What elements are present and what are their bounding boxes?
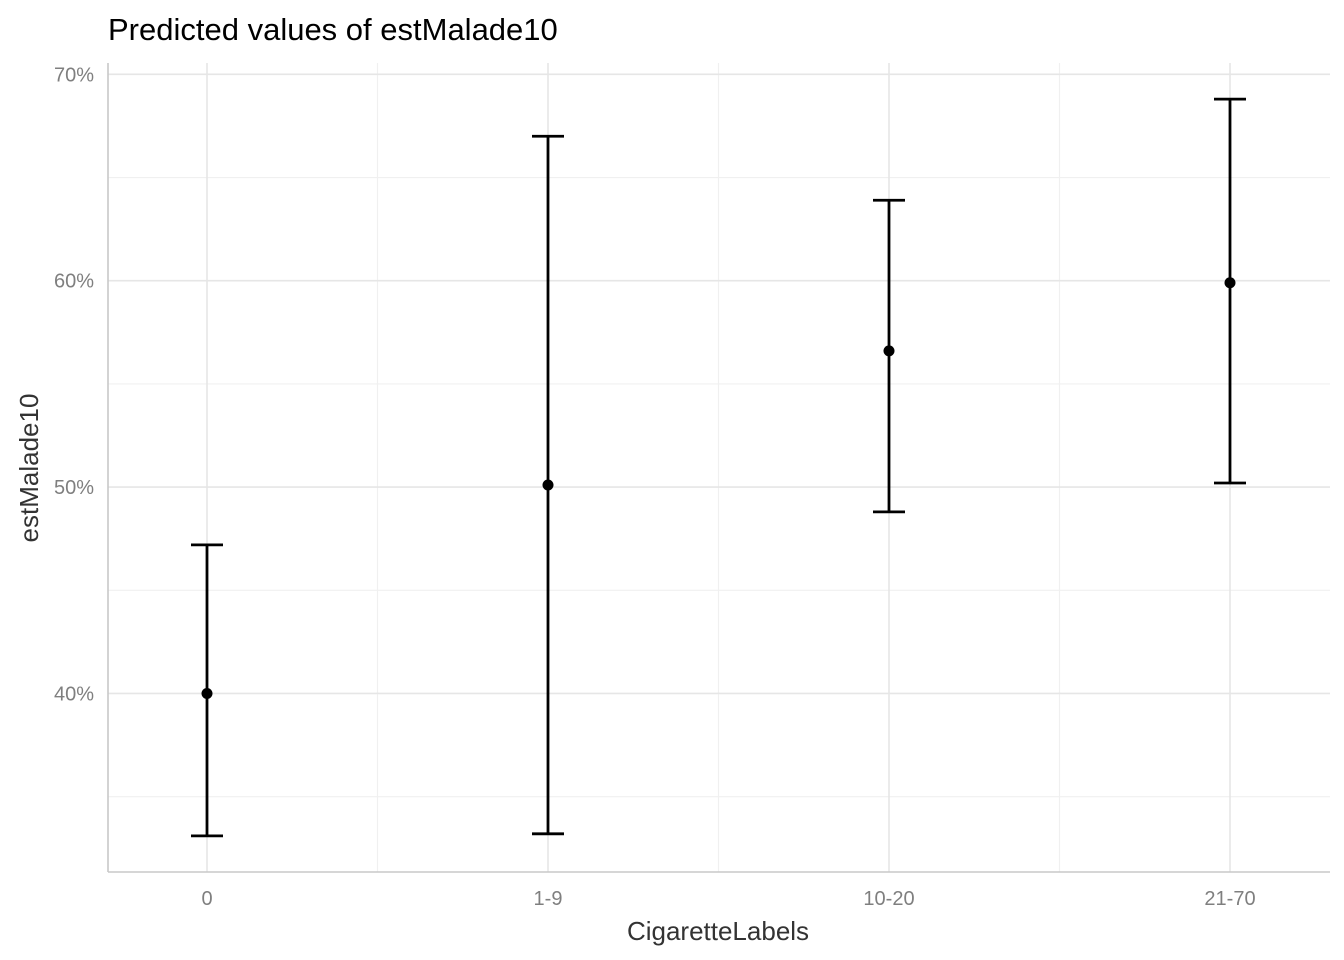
- x-tick-labels: 0 1-9 10-20 21-70: [201, 888, 1255, 910]
- data-point: [883, 345, 895, 357]
- grid: [108, 63, 1330, 872]
- y-tick-label: 70%: [54, 64, 94, 86]
- data-point: [201, 687, 213, 699]
- data-point: [1224, 277, 1236, 289]
- x-axis-title: CigaretteLabels: [627, 916, 809, 946]
- data-point: [542, 479, 554, 491]
- chart-title: Predicted values of estMalade10: [108, 12, 558, 47]
- y-tick-labels: 40% 50% 60% 70%: [54, 64, 94, 705]
- x-tick-label: 10-20: [863, 888, 914, 910]
- x-tick-label: 21-70: [1204, 888, 1255, 910]
- error-bar-1: [532, 134, 564, 836]
- error-bar-3: [1214, 97, 1246, 485]
- x-tick-label: 0: [201, 888, 212, 910]
- y-tick-label: 40%: [54, 683, 94, 705]
- x-tick-label: 1-9: [534, 888, 563, 910]
- error-bars: [191, 97, 1246, 838]
- error-bar-2: [873, 198, 905, 514]
- error-bar-0: [191, 543, 223, 838]
- axes: [107, 63, 1330, 873]
- y-axis-title: estMalade10: [14, 394, 44, 543]
- y-tick-label: 50%: [54, 477, 94, 499]
- y-tick-label: 60%: [54, 271, 94, 293]
